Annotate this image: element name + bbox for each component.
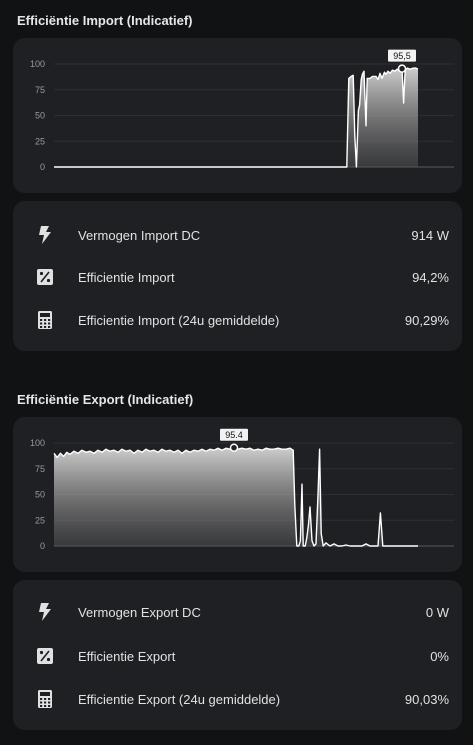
section-title-import: Efficiëntie Import (Indicatief) xyxy=(17,13,193,28)
peak-marker[interactable] xyxy=(229,443,239,452)
peak-marker[interactable] xyxy=(397,64,407,73)
entity-value: 0 W xyxy=(425,604,449,620)
entity-label: Efficientie Import (24u gemiddelde) xyxy=(78,312,280,328)
y-tick-label: 25 xyxy=(35,136,45,146)
y-tick-label: 0 xyxy=(40,162,45,172)
entity-row-import-average[interactable]: Efficientie Import (24u gemiddelde) 90,2… xyxy=(13,300,462,340)
area-fill xyxy=(54,447,418,546)
entity-value: 90,29% xyxy=(404,312,449,328)
import-chart-card: 100 75 50 25 0 95,5 xyxy=(13,38,462,193)
entity-row-export-power[interactable]: Vermogen Export DC 0 W xyxy=(13,592,462,632)
export-chart-card: 100 75 50 25 0 95.4 xyxy=(13,417,462,572)
flash-icon xyxy=(33,600,57,624)
tooltip-value: 95,5 xyxy=(393,51,411,61)
percent-box-icon xyxy=(33,644,57,668)
entity-label: Vermogen Import DC xyxy=(78,227,201,243)
entity-row-import-efficiency[interactable]: Efficientie Import 94,2% xyxy=(13,257,462,297)
y-tick-label: 100 xyxy=(30,59,45,69)
entity-value: 0% xyxy=(430,648,449,664)
section-title-export: Efficiëntie Export (Indicatief) xyxy=(17,392,194,407)
entity-value: 90,03% xyxy=(404,691,449,707)
export-chart: 100 75 50 25 0 95.4 xyxy=(30,428,454,551)
percent-box-icon xyxy=(33,265,57,289)
area-fill xyxy=(54,68,418,167)
series-line xyxy=(53,447,418,547)
tooltip-box xyxy=(388,49,416,62)
calculator-icon xyxy=(33,687,57,711)
import-entities-card: Vermogen Import DC 914 W Efficientie Imp… xyxy=(13,201,462,351)
y-tick-label: 100 xyxy=(30,438,45,448)
tooltip-value: 95.4 xyxy=(225,430,243,440)
calculator-icon xyxy=(33,308,57,332)
y-tick-label: 75 xyxy=(35,85,45,95)
entity-label: Efficientie Import xyxy=(78,269,175,285)
entity-label: Efficientie Export (24u gemiddelde) xyxy=(78,691,281,707)
series-line xyxy=(54,67,419,168)
entity-label: Efficientie Export xyxy=(78,648,176,664)
y-tick-label: 50 xyxy=(35,490,45,500)
y-tick-label: 25 xyxy=(35,515,45,525)
y-tick-label: 50 xyxy=(35,111,45,121)
entity-value: 914 W xyxy=(411,227,449,243)
entity-label: Vermogen Export DC xyxy=(78,604,201,620)
entity-value: 94,2% xyxy=(412,269,449,285)
y-tick-label: 0 xyxy=(40,541,45,551)
import-chart: 100 75 50 25 0 95,5 xyxy=(30,49,454,172)
entity-row-export-efficiency[interactable]: Efficientie Export 0% xyxy=(13,636,462,676)
flash-icon xyxy=(33,223,57,247)
entity-row-import-power[interactable]: Vermogen Import DC 914 W xyxy=(13,215,462,255)
entity-row-export-average[interactable]: Efficientie Export (24u gemiddelde) 90,0… xyxy=(13,679,462,719)
y-tick-label: 75 xyxy=(35,464,45,474)
tooltip-box xyxy=(220,428,248,441)
export-entities-card: Vermogen Export DC 0 W Efficientie Expor… xyxy=(13,580,462,730)
